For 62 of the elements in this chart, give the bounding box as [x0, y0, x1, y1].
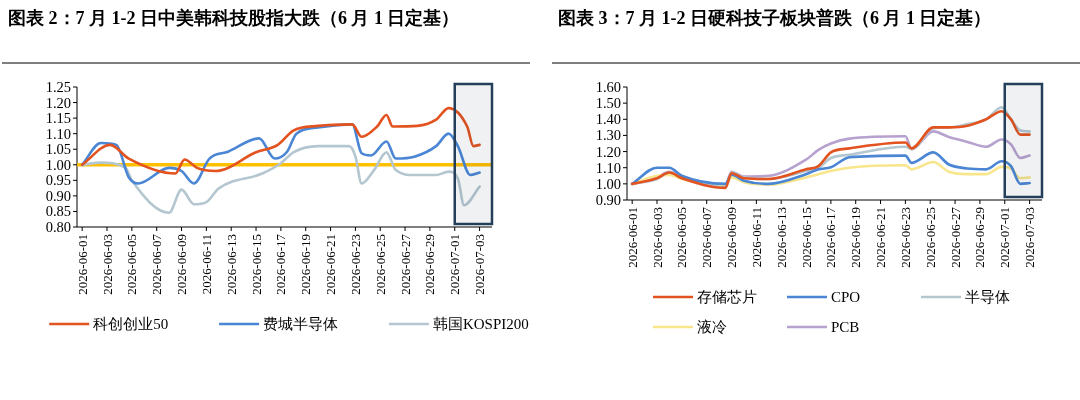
- legend-label: 液冷: [697, 319, 727, 335]
- y-tick-label: 1.00: [595, 175, 621, 192]
- y-tick-label: 1.00: [45, 156, 71, 173]
- x-tick-label: 2026-06-13: [773, 207, 789, 268]
- x-tick-label: 2026-06-19: [298, 234, 314, 295]
- legend-label: PCB: [831, 319, 860, 335]
- x-tick-label: 2026-06-01: [624, 207, 640, 268]
- y-tick-label: 0.90: [45, 187, 71, 204]
- x-tick-label: 2026-06-05: [674, 207, 690, 268]
- x-tick-label: 2026-06-09: [174, 234, 190, 295]
- legend-label: 费城半导体: [263, 316, 339, 332]
- x-tick-label: 2026-06-17: [273, 233, 289, 295]
- y-tick-label: 1.30: [595, 127, 621, 144]
- y-tick-label: 1.40: [595, 111, 621, 128]
- x-tick-label: 2026-06-05: [124, 234, 140, 295]
- x-tick-label: 2026-07-03: [1022, 207, 1038, 268]
- y-tick-label: 0.90: [595, 192, 621, 208]
- y-tick-label: 1.05: [45, 141, 71, 158]
- y-tick-label: 1.10: [595, 159, 621, 176]
- x-tick-label: 2026-06-29: [972, 207, 988, 268]
- x-tick-label: 2026-06-09: [724, 207, 740, 268]
- y-tick-label: 1.50: [595, 95, 621, 112]
- y-tick-label: 1.25: [45, 79, 71, 95]
- x-tick-label: 2026-06-29: [422, 234, 438, 295]
- x-tick-label: 2026-06-23: [347, 234, 363, 295]
- y-tick-label: 0.80: [45, 219, 71, 235]
- x-tick-label: 2026-07-01: [997, 207, 1013, 268]
- legend-label: CPO: [831, 289, 861, 305]
- x-tick-label: 2026-06-03: [649, 207, 665, 268]
- x-tick-label: 2026-06-15: [798, 207, 814, 268]
- y-tick-label: 0.95: [45, 172, 71, 189]
- x-tick-label: 2026-06-17: [823, 206, 839, 268]
- x-tick-label: 2026-06-21: [323, 234, 339, 295]
- legend-label: 韩国KOSPI200: [432, 316, 529, 332]
- x-tick-label: 2026-06-23: [897, 207, 913, 268]
- x-tick-label: 2026-06-11: [748, 207, 764, 268]
- chart-title: 图表 2：7 月 1-2 日中美韩科技股指大跌（6 月 1 日定基）: [8, 8, 460, 28]
- legend-label: 半导体: [965, 289, 1010, 305]
- legend-label: 存储芯片: [697, 289, 757, 305]
- y-tick-label: 1.10: [45, 125, 71, 142]
- y-tick-label: 1.60: [595, 79, 621, 95]
- x-tick-label: 2026-07-03: [472, 234, 488, 295]
- x-tick-label: 2026-06-21: [873, 207, 889, 268]
- y-tick-label: 1.20: [595, 143, 621, 160]
- y-tick-label: 0.85: [45, 203, 71, 220]
- x-tick-label: 2026-06-25: [372, 234, 388, 295]
- y-tick-label: 1.20: [45, 94, 71, 111]
- x-tick-label: 2026-06-03: [99, 234, 115, 295]
- x-tick-label: 2026-06-07: [149, 233, 165, 295]
- x-tick-label: 2026-06-11: [198, 234, 214, 295]
- x-tick-label: 2026-06-19: [848, 207, 864, 268]
- legend-label: 科创创业50: [93, 316, 169, 332]
- x-tick-label: 2026-06-15: [248, 234, 264, 295]
- x-tick-label: 2026-06-27: [947, 206, 963, 268]
- x-tick-label: 2026-06-07: [699, 206, 715, 268]
- x-tick-label: 2026-06-25: [922, 207, 938, 268]
- x-tick-label: 2026-06-13: [223, 234, 239, 295]
- chart-title: 图表 3：7 月 1-2 日硬科技子板块普跌（6 月 1 日定基）: [558, 8, 992, 28]
- x-tick-label: 2026-06-27: [397, 233, 413, 295]
- y-tick-label: 1.15: [45, 110, 71, 127]
- x-tick-label: 2026-06-01: [74, 234, 90, 295]
- x-tick-label: 2026-07-01: [447, 234, 463, 295]
